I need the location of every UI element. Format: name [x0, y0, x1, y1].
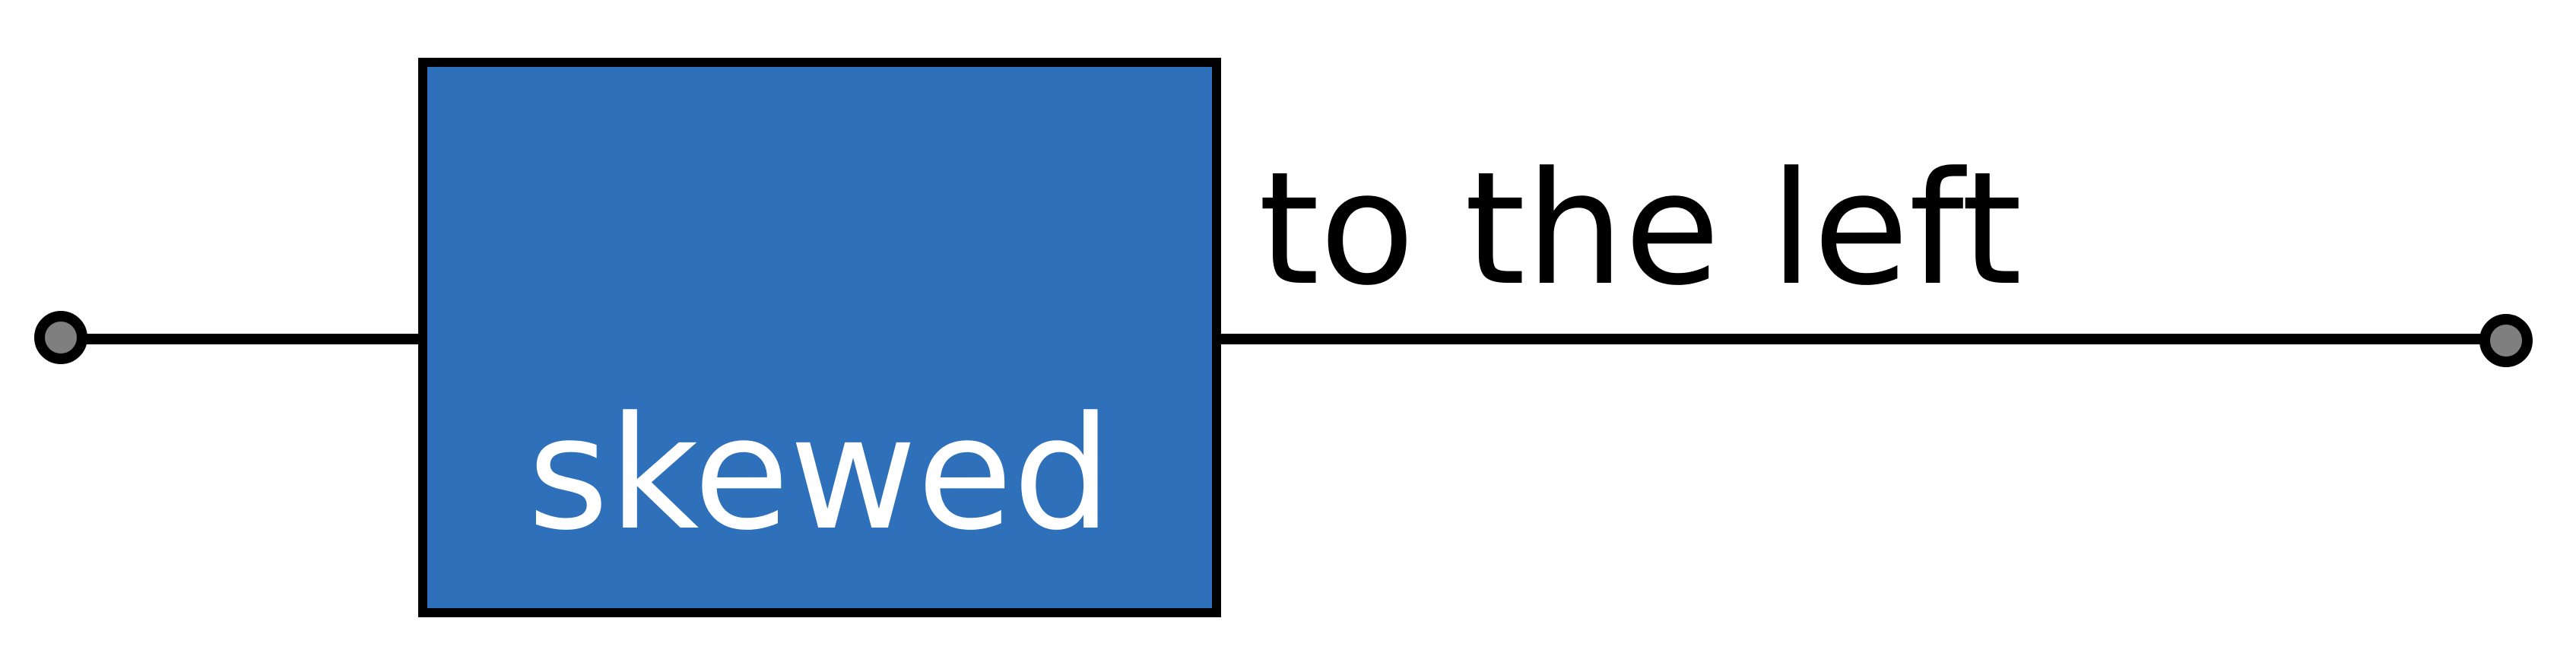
- terminal-left: [34, 311, 87, 364]
- block-label: skewed: [528, 384, 1112, 565]
- side-label: to the left: [1258, 139, 2022, 320]
- skewed-block: [418, 58, 1221, 617]
- terminal-right: [2479, 314, 2533, 367]
